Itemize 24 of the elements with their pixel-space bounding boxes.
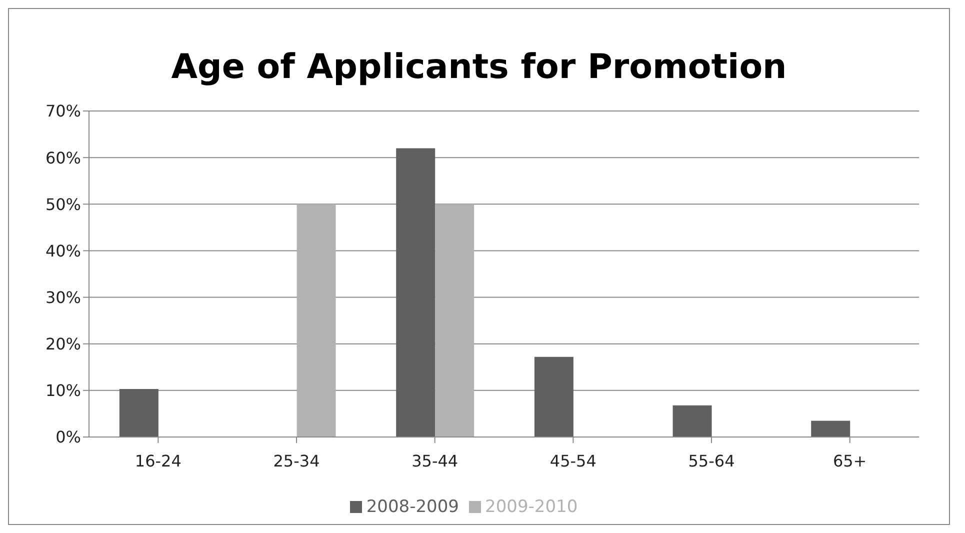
bar [435,204,474,437]
x-tick-label: 45-54 [550,451,596,470]
bar [296,204,336,437]
y-tick-label: 10% [45,381,81,400]
legend-label: 2008-2009 [366,497,459,517]
bar [119,389,158,437]
x-tick-label: 35-44 [412,451,458,470]
chart-title: Age of Applicants for Promotion [170,47,788,89]
y-tick-label: 40% [45,241,81,260]
y-tick-label: 70% [45,102,81,121]
y-tick-label: 20% [45,334,81,354]
y-tick-label: 30% [45,288,81,307]
bar [672,405,712,437]
x-tick-label: 25-34 [273,451,320,470]
y-tick-label: 0% [56,428,81,447]
bar [534,356,574,437]
x-tick-label: 65+ [832,451,867,470]
bar [396,148,436,437]
x-tick-label: 16-24 [134,451,182,470]
x-tick-label: 55-64 [688,451,735,470]
legend-label: 2009-2010 [485,497,578,517]
y-tick-label: 50% [45,194,81,214]
bar [811,420,850,437]
y-tick-label: 60% [45,148,81,168]
